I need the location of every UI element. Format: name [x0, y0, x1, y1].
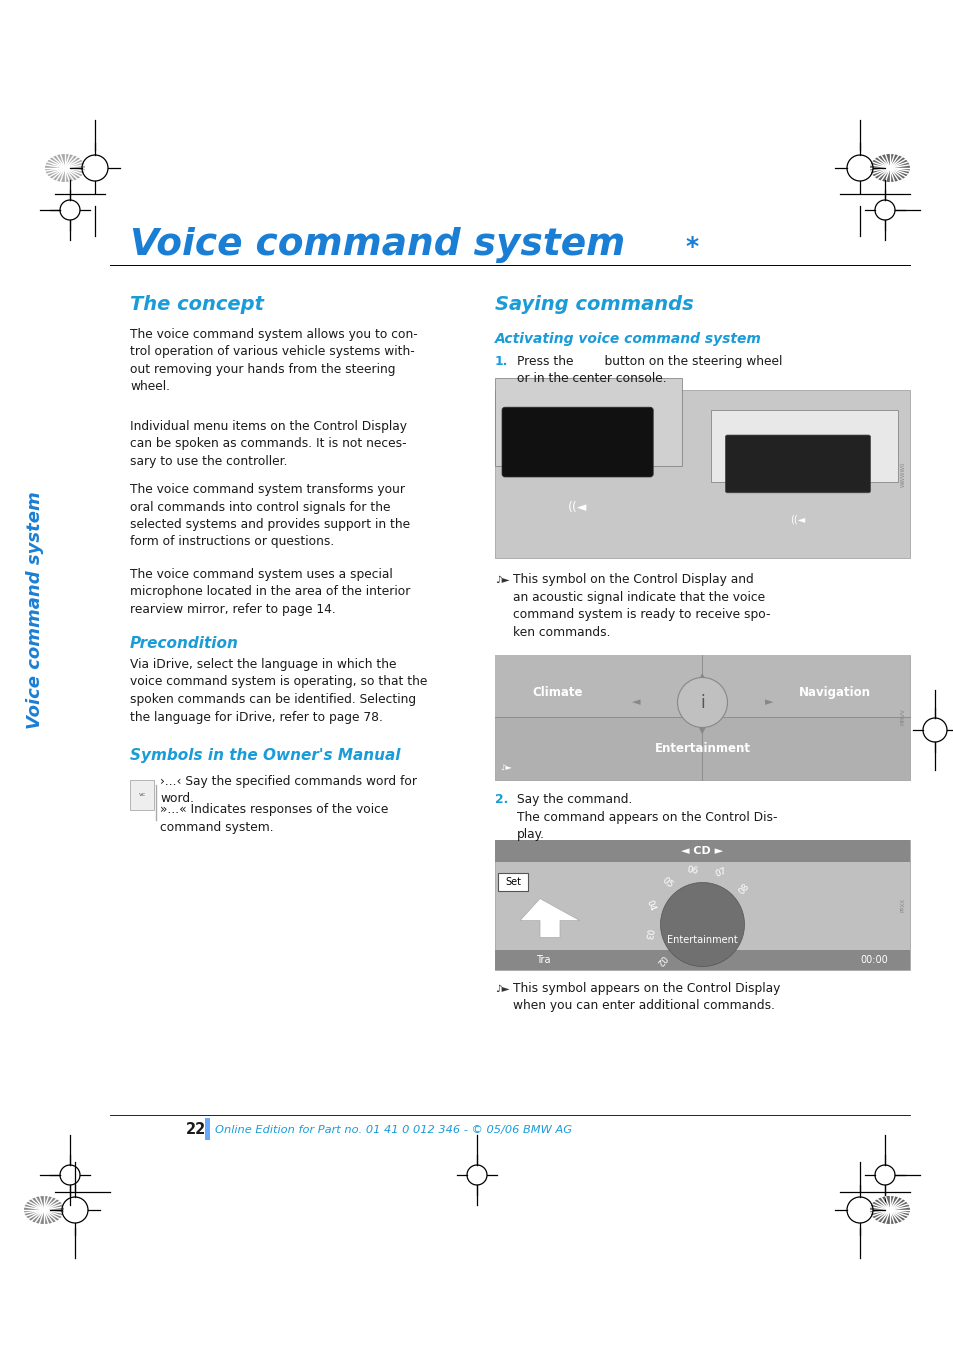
Bar: [495, 840, 909, 862]
Text: ((◄: ((◄: [568, 501, 587, 515]
Text: Individual menu items on the Control Display
can be spoken as commands. It is no: Individual menu items on the Control Dis…: [130, 420, 407, 467]
Text: i: i: [700, 693, 704, 712]
Text: MMVV: MMVV: [900, 709, 905, 725]
Text: ◄ CD ►: ◄ CD ►: [680, 846, 722, 857]
Text: Precondition: Precondition: [130, 636, 238, 651]
Text: Press the        button on the steering wheel
or in the center console.: Press the button on the steering wheel o…: [517, 355, 781, 385]
Text: The concept: The concept: [130, 295, 264, 313]
Text: Set: Set: [504, 877, 520, 888]
Text: 06: 06: [686, 865, 699, 875]
Text: 03: 03: [642, 928, 653, 940]
Polygon shape: [519, 898, 579, 938]
Text: 05: 05: [659, 875, 674, 889]
FancyBboxPatch shape: [724, 435, 869, 493]
FancyBboxPatch shape: [497, 873, 527, 892]
Text: Online Edition for Part no. 01 41 0 012 346 - © 05/06 BMW AG: Online Edition for Part no. 01 41 0 012 …: [214, 1125, 572, 1135]
Bar: [495, 655, 909, 780]
Text: ►: ►: [764, 697, 772, 708]
Text: 22: 22: [186, 1123, 206, 1138]
Bar: [495, 655, 909, 717]
Text: ›...‹ Say the specified commands word for
word.: ›...‹ Say the specified commands word fo…: [160, 775, 416, 805]
Text: »...« Indicates responses of the voice
command system.: »...« Indicates responses of the voice c…: [160, 802, 388, 834]
Text: Voice command system: Voice command system: [130, 227, 624, 263]
Text: ◄: ◄: [631, 697, 639, 708]
Bar: [495, 950, 909, 970]
Text: *: *: [685, 235, 699, 259]
Bar: [495, 378, 681, 466]
Text: Entertainment: Entertainment: [654, 742, 750, 755]
Text: Activating voice command system: Activating voice command system: [495, 332, 761, 346]
Text: Symbols in the Owner's Manual: Symbols in the Owner's Manual: [130, 748, 400, 763]
Ellipse shape: [45, 154, 85, 182]
Text: WWWW0: WWWW0: [900, 461, 905, 486]
Text: Voice command system: Voice command system: [26, 492, 44, 730]
Ellipse shape: [869, 154, 909, 182]
Text: ▼: ▼: [698, 725, 706, 735]
Circle shape: [677, 677, 727, 727]
FancyBboxPatch shape: [501, 407, 653, 477]
Text: The voice command system allows you to con-
trol operation of various vehicle sy: The voice command system allows you to c…: [130, 328, 417, 393]
Text: ♪►: ♪►: [499, 763, 512, 771]
Text: vc: vc: [138, 793, 146, 797]
Text: 2.: 2.: [495, 793, 508, 807]
Bar: [495, 840, 909, 970]
Text: 07: 07: [714, 866, 727, 880]
Text: ((◄: ((◄: [789, 515, 804, 524]
Text: 04: 04: [644, 898, 657, 912]
Text: ♪►: ♪►: [495, 576, 509, 585]
Text: Say the command.
The command appears on the Control Dis-
play.: Say the command. The command appears on …: [517, 793, 777, 842]
Text: Climate: Climate: [532, 686, 582, 698]
Bar: [710, 411, 897, 482]
Text: This symbol appears on the Control Display
when you can enter additional command: This symbol appears on the Control Displ…: [513, 982, 780, 1012]
Circle shape: [659, 882, 743, 966]
Text: 00:00: 00:00: [860, 955, 887, 965]
Text: 02: 02: [653, 952, 667, 967]
Bar: [495, 390, 909, 558]
Text: ♪►: ♪►: [495, 984, 509, 994]
Text: This symbol on the Control Display and
an acoustic signal indicate that the voic: This symbol on the Control Display and a…: [513, 573, 770, 639]
Text: 1.: 1.: [495, 355, 508, 367]
Text: The voice command system uses a special
microphone located in the area of the in: The voice command system uses a special …: [130, 567, 410, 616]
Text: 08: 08: [737, 882, 751, 897]
Text: Saying commands: Saying commands: [495, 295, 693, 313]
Text: Navigation: Navigation: [799, 686, 870, 698]
Bar: [205, 1119, 210, 1140]
Bar: [130, 780, 153, 811]
Text: Entertainment: Entertainment: [666, 935, 737, 944]
Text: Tra: Tra: [536, 955, 551, 965]
Text: The voice command system transforms your
oral commands into control signals for : The voice command system transforms your…: [130, 484, 410, 549]
Text: Via iDrive, select the language in which the
voice command system is operating, : Via iDrive, select the language in which…: [130, 658, 427, 724]
Text: ▲: ▲: [698, 671, 706, 681]
Ellipse shape: [869, 1196, 909, 1224]
Text: PPXX: PPXX: [900, 898, 905, 912]
Ellipse shape: [24, 1196, 64, 1224]
